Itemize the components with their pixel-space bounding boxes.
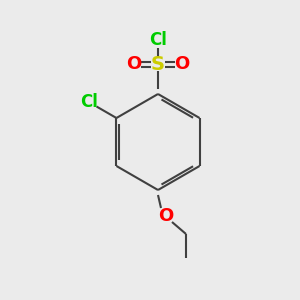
Text: S: S	[151, 55, 165, 74]
Text: O: O	[174, 55, 190, 73]
Text: O: O	[158, 207, 174, 225]
Text: Cl: Cl	[149, 31, 167, 49]
Text: O: O	[126, 55, 142, 73]
Text: Cl: Cl	[80, 93, 98, 111]
